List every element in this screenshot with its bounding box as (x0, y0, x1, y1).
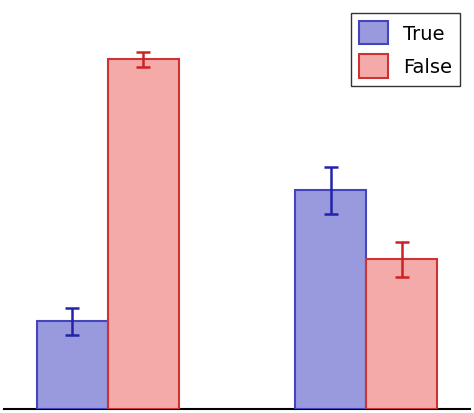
Legend: True, False: True, False (351, 14, 460, 86)
Bar (36, 322, 108, 409)
Bar (366, 259, 438, 409)
Bar (295, 191, 366, 409)
Bar (108, 60, 179, 409)
